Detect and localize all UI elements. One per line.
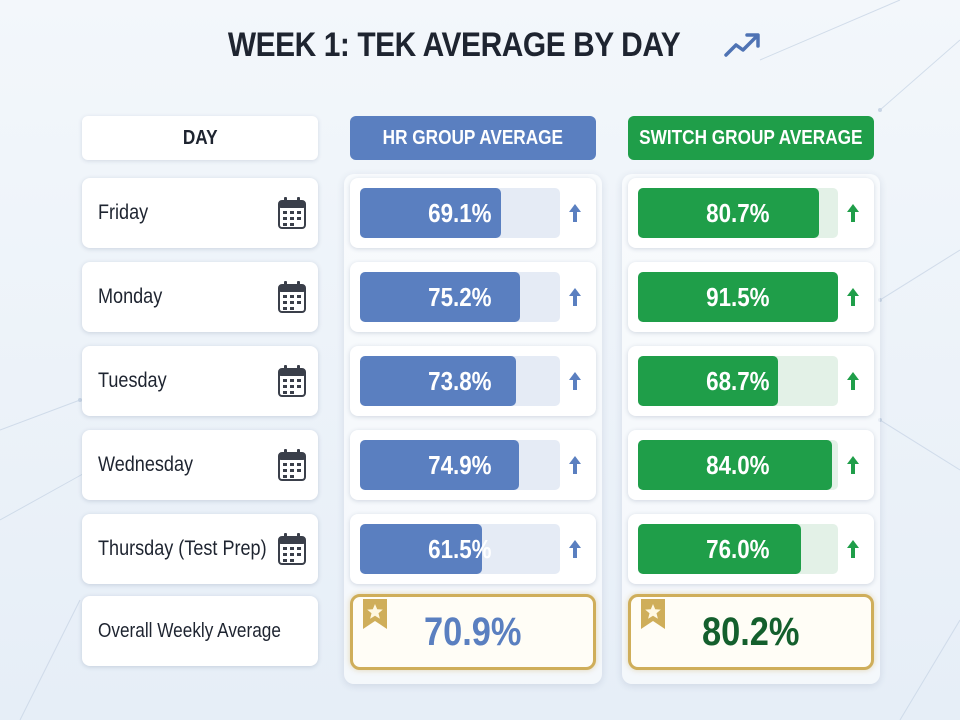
calendar-icon bbox=[278, 449, 306, 481]
bar-track bbox=[360, 356, 560, 406]
hr-header-label: HR GROUP AVERAGE bbox=[382, 126, 564, 149]
overall-label-card: Overall Weekly Average bbox=[82, 596, 318, 666]
bar-value-text: 61.5% bbox=[428, 533, 492, 564]
bar-fill bbox=[360, 356, 516, 406]
bar-fill bbox=[638, 524, 801, 574]
switch-overall-text: 80.2% bbox=[702, 609, 800, 654]
arrow-up-icon bbox=[569, 372, 581, 390]
calendar-icon bbox=[278, 281, 306, 313]
switch-column-header: SWITCH GROUP AVERAGE bbox=[628, 116, 874, 160]
day-label: Friday bbox=[98, 201, 149, 224]
bar-value-label: 61.5% bbox=[360, 524, 560, 574]
arrow-up-icon bbox=[569, 456, 581, 474]
hr-value-card: 69.1% bbox=[350, 178, 596, 248]
bar-fill bbox=[638, 272, 838, 322]
bar-value-label: 69.1% bbox=[360, 188, 560, 238]
day-card: Wednesday bbox=[82, 430, 318, 500]
bar-value-text: 76.0% bbox=[706, 533, 770, 564]
star-badge-icon bbox=[363, 599, 387, 629]
switch-value-card: 84.0% bbox=[628, 430, 874, 500]
day-label: Tuesday bbox=[98, 369, 167, 392]
day-card: Thursday (Test Prep) bbox=[82, 514, 318, 584]
arrow-up-icon bbox=[569, 204, 581, 222]
day-card: Monday bbox=[82, 262, 318, 332]
day-column-header: DAY bbox=[82, 116, 318, 160]
switch-value-card: 91.5% bbox=[628, 262, 874, 332]
hr-overall-card: 70.9% bbox=[350, 594, 596, 670]
day-label: Wednesday bbox=[98, 453, 194, 476]
bar-value-label: 84.0% bbox=[638, 440, 838, 490]
day-card: Friday bbox=[82, 178, 318, 248]
overall-label: Overall Weekly Average bbox=[98, 619, 281, 642]
calendar-icon bbox=[278, 365, 306, 397]
bar-fill bbox=[638, 440, 832, 490]
bar-value-label: 73.8% bbox=[360, 356, 560, 406]
bar-value-label: 75.2% bbox=[360, 272, 560, 322]
switch-value-card: 76.0% bbox=[628, 514, 874, 584]
hr-value-card: 61.5% bbox=[350, 514, 596, 584]
bar-value-text: 69.1% bbox=[428, 197, 492, 228]
hr-value-card: 75.2% bbox=[350, 262, 596, 332]
arrow-up-icon bbox=[847, 288, 859, 306]
switch-overall-card: 80.2% bbox=[628, 594, 874, 670]
bar-value-text: 91.5% bbox=[706, 281, 770, 312]
bar-track bbox=[638, 524, 838, 574]
calendar-icon bbox=[278, 533, 306, 565]
bar-track bbox=[638, 272, 838, 322]
bar-value-label: 68.7% bbox=[638, 356, 838, 406]
bar-value-text: 84.0% bbox=[706, 449, 770, 480]
page-title: WEEK 1: TEK AVERAGE BY DAY bbox=[227, 25, 681, 64]
switch-overall-value: 80.2% bbox=[631, 597, 871, 667]
bar-fill bbox=[638, 356, 778, 406]
bar-track bbox=[638, 440, 838, 490]
bar-value-text: 80.7% bbox=[706, 197, 770, 228]
calendar-icon bbox=[278, 197, 306, 229]
hr-overall-value: 70.9% bbox=[353, 597, 593, 667]
day-header-label: DAY bbox=[182, 126, 218, 149]
day-label: Monday bbox=[98, 285, 163, 308]
day-label: Thursday (Test Prep) bbox=[98, 537, 267, 560]
bar-fill bbox=[360, 188, 501, 238]
arrow-up-icon bbox=[847, 204, 859, 222]
star-badge-icon bbox=[641, 599, 665, 629]
bar-fill bbox=[638, 188, 819, 238]
bar-fill bbox=[360, 440, 519, 490]
arrow-up-icon bbox=[569, 288, 581, 306]
arrow-up-icon bbox=[847, 456, 859, 474]
bar-value-text: 73.8% bbox=[428, 365, 492, 396]
switch-value-card: 68.7% bbox=[628, 346, 874, 416]
bar-track bbox=[360, 188, 560, 238]
hr-value-card: 74.9% bbox=[350, 430, 596, 500]
day-card: Tuesday bbox=[82, 346, 318, 416]
bar-fill bbox=[360, 272, 520, 322]
bar-track bbox=[360, 272, 560, 322]
arrow-up-icon bbox=[847, 372, 859, 390]
hr-column-header: HR GROUP AVERAGE bbox=[350, 116, 596, 160]
hr-overall-text: 70.9% bbox=[424, 609, 522, 654]
title-row: WEEK 1: TEK AVERAGE BY DAY bbox=[0, 22, 960, 68]
arrow-up-icon bbox=[569, 540, 581, 558]
bar-value-text: 68.7% bbox=[706, 365, 770, 396]
bar-value-label: 91.5% bbox=[638, 272, 838, 322]
hr-value-card: 73.8% bbox=[350, 346, 596, 416]
trend-up-icon bbox=[724, 33, 760, 57]
switch-header-label: SWITCH GROUP AVERAGE bbox=[639, 126, 863, 149]
bar-track bbox=[360, 524, 560, 574]
bar-track bbox=[360, 440, 560, 490]
bar-value-label: 80.7% bbox=[638, 188, 838, 238]
bar-value-text: 75.2% bbox=[428, 281, 492, 312]
bar-value-label: 76.0% bbox=[638, 524, 838, 574]
bar-track bbox=[638, 356, 838, 406]
arrow-up-icon bbox=[847, 540, 859, 558]
bar-fill bbox=[360, 524, 482, 574]
bar-track bbox=[638, 188, 838, 238]
bar-value-label: 74.9% bbox=[360, 440, 560, 490]
switch-value-card: 80.7% bbox=[628, 178, 874, 248]
bar-value-text: 74.9% bbox=[428, 449, 492, 480]
